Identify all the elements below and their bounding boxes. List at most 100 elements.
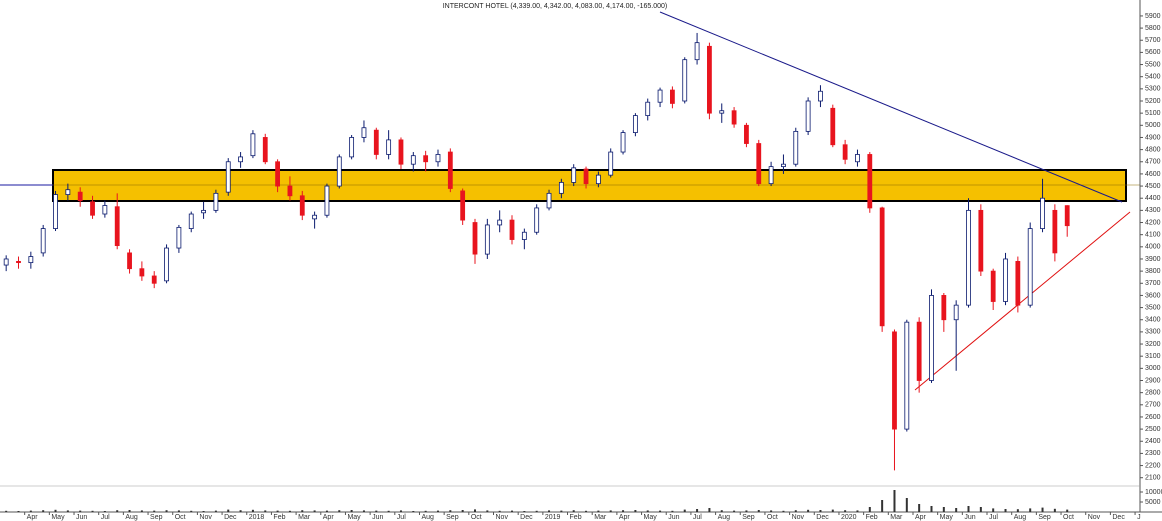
volume-bar xyxy=(338,510,341,512)
x-tick-label: Apr xyxy=(619,514,631,521)
candle-body xyxy=(1052,209,1058,254)
candle-body xyxy=(497,219,503,226)
x-tick-label: May xyxy=(644,514,658,521)
volume-bar xyxy=(128,510,131,512)
x-tick-label: Mar xyxy=(594,514,607,521)
volume-bar xyxy=(597,510,600,512)
x-tick-label: Jun xyxy=(76,514,87,521)
volume-bar xyxy=(66,510,69,512)
candle-body xyxy=(941,295,947,321)
volume-bar xyxy=(622,510,625,512)
volume-bar xyxy=(474,509,476,512)
candle-body xyxy=(719,110,725,114)
candle-body xyxy=(534,207,540,233)
candle-body xyxy=(731,110,737,125)
x-tick-label: Dec xyxy=(816,514,829,521)
x-tick-label: Apr xyxy=(323,514,335,521)
volume-bar xyxy=(868,507,871,512)
candle-body xyxy=(40,228,46,254)
volume-bar xyxy=(757,510,760,512)
candle-body xyxy=(336,156,342,187)
y-tick-label: 5300 xyxy=(1145,86,1161,93)
y-tick-label: 3600 xyxy=(1145,292,1161,299)
candle-body xyxy=(707,45,712,114)
volume-bar xyxy=(190,510,193,512)
volume-bar xyxy=(1029,508,1032,512)
x-tick-label: Nov xyxy=(199,514,212,521)
candle-body xyxy=(287,185,293,197)
volume-bar xyxy=(1016,509,1019,512)
volume-bar xyxy=(239,510,242,512)
candle-body xyxy=(694,42,700,61)
volume-bar xyxy=(461,510,464,512)
y-tick-label: 2500 xyxy=(1145,426,1161,433)
y-tick-label: 5200 xyxy=(1145,98,1161,105)
y-tick-label: 4600 xyxy=(1145,171,1161,178)
volume-bar xyxy=(560,510,563,512)
volume-bar xyxy=(905,498,908,512)
volume-bar xyxy=(671,510,674,512)
x-tick-label: Aug xyxy=(718,514,731,521)
x-tick-label: Feb xyxy=(866,514,878,521)
candle-body xyxy=(929,295,934,381)
y-tick-label: 5500 xyxy=(1145,61,1161,68)
volume-bar xyxy=(301,510,304,512)
y-tick-label: 2400 xyxy=(1145,438,1161,445)
y-tick-label: 2300 xyxy=(1145,450,1161,457)
candle-body xyxy=(558,182,564,194)
volume-bar xyxy=(683,509,686,512)
x-tick-label: Sep xyxy=(742,514,755,521)
volume-bar xyxy=(856,510,859,512)
y-tick-label: 4300 xyxy=(1145,207,1161,214)
candle-body xyxy=(90,201,95,216)
x-tick-label: Jun xyxy=(964,514,975,521)
x-tick-label: May xyxy=(51,514,65,521)
x-tick-label: Sep xyxy=(150,514,163,521)
candle-body xyxy=(744,124,749,144)
volume-bar xyxy=(782,510,785,512)
x-tick-label: Oct xyxy=(175,514,186,521)
volume-bar xyxy=(202,511,205,512)
volume-bar xyxy=(511,510,514,512)
volume-bar xyxy=(177,510,180,512)
volume-bar xyxy=(54,509,57,512)
x-tick-label: 2019 xyxy=(545,514,561,521)
x-tick-label: Aug xyxy=(125,514,138,521)
x-tick-label: Sep xyxy=(1038,514,1051,521)
candle-body xyxy=(1015,261,1021,306)
volume-bar xyxy=(918,504,921,512)
x-tick-label: Feb xyxy=(570,514,582,521)
volume-bar xyxy=(733,510,736,512)
chart-title: INTERCONT HOTEL (4,339.00, 4,342.00, 4,0… xyxy=(443,3,668,10)
candle-body xyxy=(361,127,367,138)
candle-body xyxy=(805,100,811,132)
candle-body xyxy=(966,209,971,306)
volume-bar xyxy=(585,510,588,512)
y-tick-label: 5400 xyxy=(1145,74,1161,81)
candle-body xyxy=(410,155,416,165)
x-tick-label: 2020 xyxy=(841,514,857,521)
x-tick-label: Apr xyxy=(27,514,39,521)
candle-body xyxy=(262,137,268,163)
y2-tick-label: 5000 xyxy=(1145,499,1161,506)
x-tick-label: Jul xyxy=(693,514,702,521)
volume-bar xyxy=(659,510,662,512)
volume-bar xyxy=(116,510,119,512)
candle-body xyxy=(16,261,21,264)
volume-bar xyxy=(634,510,637,512)
candle-body xyxy=(176,226,182,249)
x-tick-label: Dec xyxy=(1112,514,1125,521)
volume-bar xyxy=(720,510,723,512)
y-tick-label: 2900 xyxy=(1145,377,1161,384)
y-tick-label: 4900 xyxy=(1145,134,1161,141)
volume-bar xyxy=(807,509,810,512)
volume-bar xyxy=(745,510,748,512)
volume-bar xyxy=(498,510,501,512)
candle-body xyxy=(472,222,478,255)
candle-body xyxy=(793,130,799,165)
x-tick-label: Jul xyxy=(397,514,406,521)
candle-body xyxy=(1040,197,1045,229)
x-tick-label: Mar xyxy=(890,514,903,521)
